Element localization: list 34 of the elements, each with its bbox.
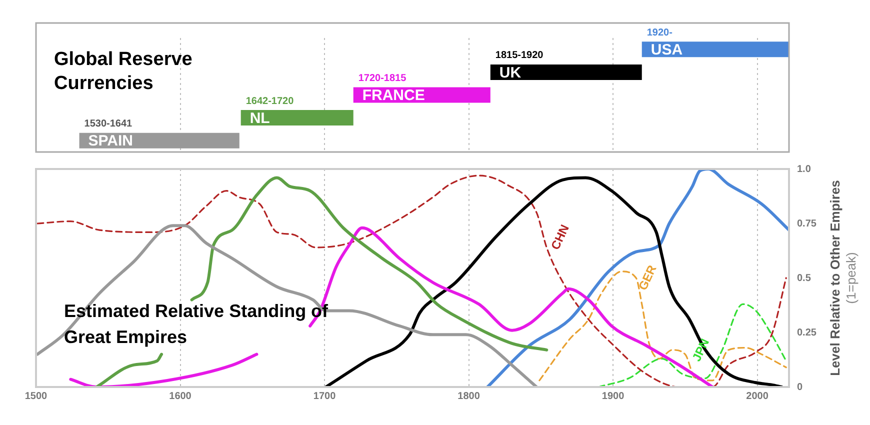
x-tick-label: 2000: [746, 390, 769, 402]
x-tick-label: 1900: [602, 390, 625, 402]
y-tick-label: NL: [250, 110, 270, 127]
y-tick-label: 0.75: [797, 218, 817, 230]
y-tick-label: 0.5: [797, 272, 812, 284]
text: Estimated Relative Standing of Great Empires: [64, 301, 330, 347]
annotation: 1642-1720: [246, 96, 294, 107]
y-tick-label: 0: [797, 382, 803, 393]
annotation: 1920-: [646, 27, 672, 38]
line-series: [36, 174, 787, 387]
y-tick-label: USA: [650, 42, 683, 59]
text: Global Reserve Currencies: [54, 49, 192, 94]
x-tick-label: 1600: [169, 390, 192, 402]
annotation: 1720-1815: [358, 73, 407, 84]
y-tick-label: 1.0: [797, 164, 812, 175]
line-series: [36, 224, 538, 387]
text: GER: [636, 262, 660, 292]
annotation: 1815-1920: [495, 50, 544, 62]
bar: [490, 64, 642, 80]
line-series: [598, 303, 787, 387]
line-series: [486, 169, 789, 387]
x-tick-label: 1500: [24, 390, 48, 402]
bar: [240, 110, 354, 126]
y-tick-label: UK: [499, 64, 522, 82]
text: CHN: [548, 222, 572, 252]
annotation: 1530-1641: [84, 118, 133, 130]
x-tick-label: 1700: [313, 390, 336, 402]
y-tick-label: SPAIN: [88, 132, 134, 150]
x-tick-label: 1800: [458, 390, 480, 402]
y-tick-label: FRANCE: [362, 87, 425, 104]
bar: [642, 42, 789, 58]
y-axis-title: Level Relative to Other Empires (1=peak): [828, 180, 859, 376]
y-tick-label: 0.25: [797, 327, 817, 338]
text: JPN: [689, 336, 712, 364]
